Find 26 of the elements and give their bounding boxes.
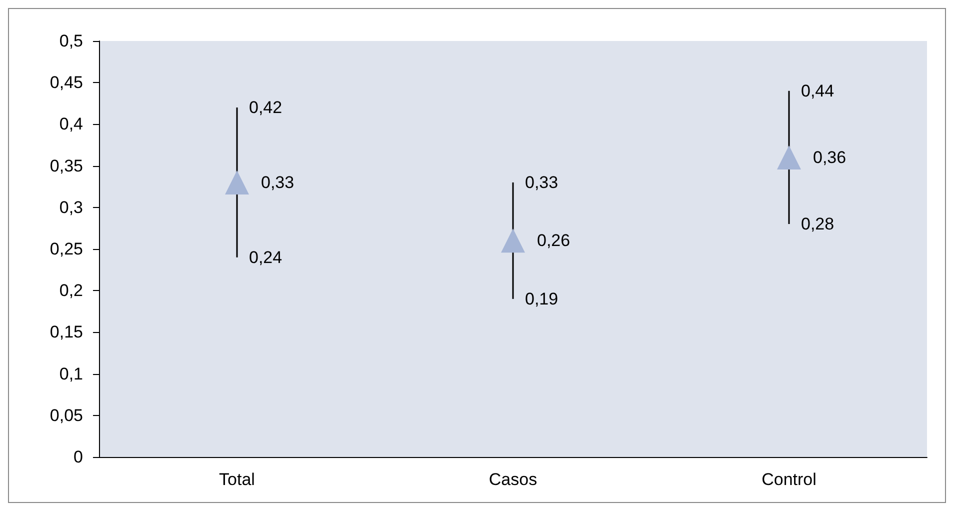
annotation: 0,44 (801, 81, 834, 100)
y-tick-label: 0 (74, 448, 83, 466)
y-tick-label: 0,1 (59, 364, 83, 384)
point (777, 145, 801, 170)
y-tick-label: 0,25 (50, 240, 83, 258)
y-tick-label: 0,05 (50, 406, 83, 425)
y-tick-label: 0,3 (59, 198, 83, 217)
y-tick-label: 0,2 (59, 281, 83, 300)
y-tick-label: 0,15 (50, 322, 83, 342)
x-tick-label: Casos (488, 470, 538, 489)
annotation: 0,42 (249, 98, 282, 118)
annotation: 0,28 (801, 214, 834, 234)
point (501, 228, 525, 253)
y-tick-label: 0,4 (59, 114, 83, 134)
data-label: 0,36 (813, 148, 846, 167)
data-label: 0,33 (261, 172, 294, 192)
annotation: 0,19 (525, 289, 558, 308)
x-tick-label: Total (219, 470, 255, 489)
annotation: 0,24 (249, 248, 282, 267)
y-tick-label: 0,45 (50, 73, 83, 92)
data-label: 0,26 (537, 231, 570, 250)
x-tick-label: Control (762, 470, 816, 489)
y-tick-label: 0,5 (59, 32, 83, 50)
y-tick-label: 0,35 (50, 156, 83, 176)
annotation: 0,33 (525, 172, 558, 192)
point (225, 170, 249, 194)
